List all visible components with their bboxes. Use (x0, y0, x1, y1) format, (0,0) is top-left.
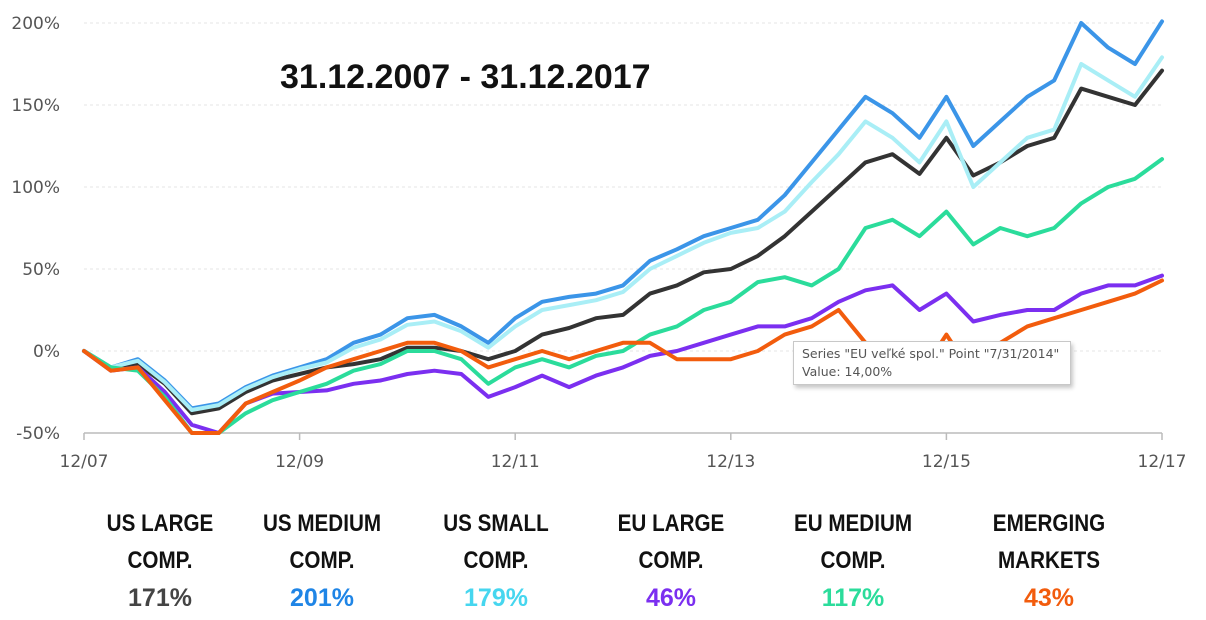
summary-value: 171% (128, 584, 192, 612)
series-line-0[interactable] (82, 68, 1164, 416)
summary-value: 179% (464, 584, 528, 612)
x-tick-label: 12/09 (275, 452, 324, 470)
y-tick-label: 150% (11, 96, 60, 116)
summary-eu-large: EU LARGE COMP. 46% (591, 505, 751, 615)
summary-label-line1: US LARGE (106, 510, 214, 537)
y-tick-label: -50% (16, 424, 60, 444)
summary-value: 117% (821, 584, 885, 612)
x-tick-label: 12/15 (922, 452, 971, 470)
summary-emerging-markets: EMERGING MARKETS 43% (969, 505, 1129, 615)
x-tick-label: 12/07 (60, 452, 109, 470)
chart-title: 31.12.2007 - 31.12.2017 (280, 58, 651, 96)
line-chart: 200%150%100%50%0%-50% 12/07 12/09 12/11 12/… (11, 14, 1187, 470)
summary-label-line1: EMERGING (992, 510, 1106, 537)
y-tick-label: 50% (22, 260, 60, 280)
x-tick-label: 12/11 (491, 452, 540, 470)
summary-label-line1: EU LARGE (617, 510, 725, 537)
y-tick-label: 100% (11, 178, 60, 198)
summary-value: 46% (645, 584, 697, 612)
series-line-2[interactable] (82, 55, 1164, 412)
summary-label-line2: COMP. (463, 547, 529, 574)
summary-us-small: US SMALL COMP. 179% (416, 505, 576, 615)
y-axis-ticks: 200% 150% 100% 50% 0% -50% (11, 14, 60, 444)
summary-us-large: US LARGE COMP. 171% (80, 505, 240, 615)
y-tick-label: 0% (33, 342, 60, 362)
summary-label-line2: COMP. (289, 547, 355, 574)
summary-label-line2: COMP. (820, 547, 886, 574)
tooltip-series-point: Series "EU veľké spol." Point "7/31/2014… (802, 346, 1060, 361)
tooltip-value: Value: 14,00% (802, 364, 893, 379)
summary-label-line2: MARKETS (997, 547, 1101, 574)
series-line-4[interactable] (82, 157, 1164, 435)
summary-label-line1: US MEDIUM (262, 510, 382, 537)
summary-value: 43% (1023, 584, 1075, 612)
summary-us-medium: US MEDIUM COMP. 201% (242, 505, 402, 615)
summary-label-line1: US SMALL (443, 510, 549, 537)
summary-label-line1: EU MEDIUM (793, 510, 913, 537)
summary-eu-medium: EU MEDIUM COMP. 117% (773, 505, 933, 615)
y-tick-label: 200% (11, 14, 60, 34)
x-axis-ticks: 12/07 12/09 12/11 12/13 12/15 12/17 (60, 433, 1187, 470)
summary-value: 201% (290, 584, 354, 612)
summary-label-line2: COMP. (127, 547, 193, 574)
x-tick-label: 12/13 (706, 452, 755, 470)
summary-label-line2: COMP. (638, 547, 704, 574)
x-tick-label: 12/17 (1138, 452, 1187, 470)
data-point-tooltip: Series "EU veľké spol." Point "7/31/2014… (793, 341, 1071, 385)
